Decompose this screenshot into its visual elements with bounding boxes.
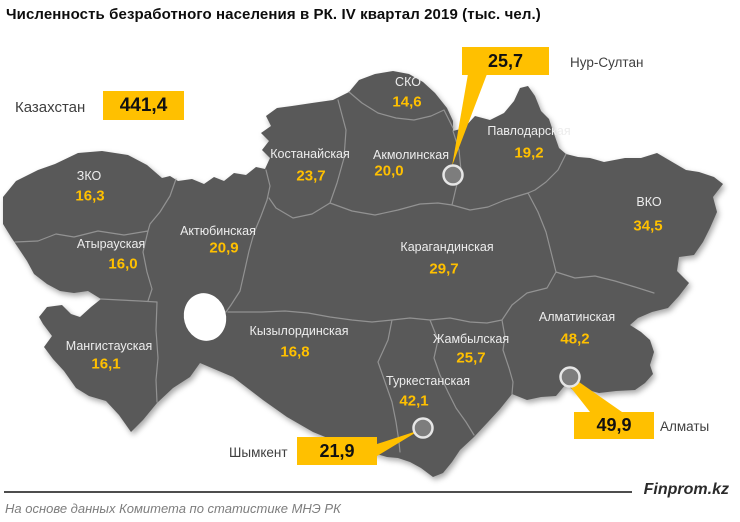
region-label-aktobe: Актюбинская [180,224,256,238]
region-value-turkestan: 42,1 [399,392,429,410]
region-label-turkestan: Туркестанская [386,374,470,388]
source-note: На основе данных Комитета по статистике … [5,501,341,516]
region-label-akmola: Акмолинская [373,148,449,162]
region-label-sko: СКО [395,75,421,89]
almaty-callout-tail [568,382,622,412]
country-label: Казахстан [15,99,86,116]
almaty-marker [559,366,581,388]
region-label-almaty-obl: Алматинская [538,310,616,324]
nur-sultan-marker [442,164,464,186]
country-total-box: 441,4 [103,91,184,120]
shymkent-callout-tail [377,430,420,456]
shymkent-label: Шымкент [229,445,288,460]
region-label-vko: ВКО [636,195,662,209]
region-value-pavlodar: 19,2 [514,144,544,162]
region-value-almaty-obl: 48,2 [560,330,590,348]
region-value-sko: 14,6 [392,93,422,111]
brand-logo: Finprom.kz [643,481,729,498]
shymkent-marker [412,417,434,439]
region-label-pavlodar: Павлодарская [487,124,571,138]
region-value-vko: 34,5 [633,217,663,235]
region-value-kyzylorda: 16,8 [280,343,310,361]
region-value-kostanay: 23,7 [296,167,326,185]
region-value-mangystau: 16,1 [91,355,121,373]
nur-sultan-callout-tail [452,74,487,166]
almaty-value-box: 49,9 [574,412,654,439]
region-label-mangystau: Мангистауская [65,339,153,353]
region-value-karaganda: 29,7 [429,260,459,278]
region-label-kyzylorda: Кызылординская [249,324,349,338]
region-value-akmola: 20,0 [374,162,404,180]
region-value-atyrau: 16,0 [108,255,138,273]
region-value-zhambyl: 25,7 [456,349,486,367]
region-label-kostanay: Костанайская [270,147,350,161]
region-value-aktobe: 20,9 [209,239,239,257]
region-label-zko: ЗКО [76,169,102,183]
region-label-atyrau: Атырауская [76,237,146,251]
nur-sultan-label: Нур-Султан [570,55,644,70]
footer-divider [4,491,632,493]
aral-sea [183,293,227,341]
kazakhstan-silhouette [3,71,723,477]
page-title: Численность безработного населения в РК.… [6,6,541,23]
region-label-karaganda: Карагандинская [400,240,494,254]
region-label-zhambyl: Жамбылская [432,332,510,346]
region-value-zko: 16,3 [75,187,105,205]
shymkent-value-box: 21,9 [297,437,377,465]
almaty-label: Алматы [660,419,710,434]
nur-sultan-value-box: 25,7 [462,47,549,75]
